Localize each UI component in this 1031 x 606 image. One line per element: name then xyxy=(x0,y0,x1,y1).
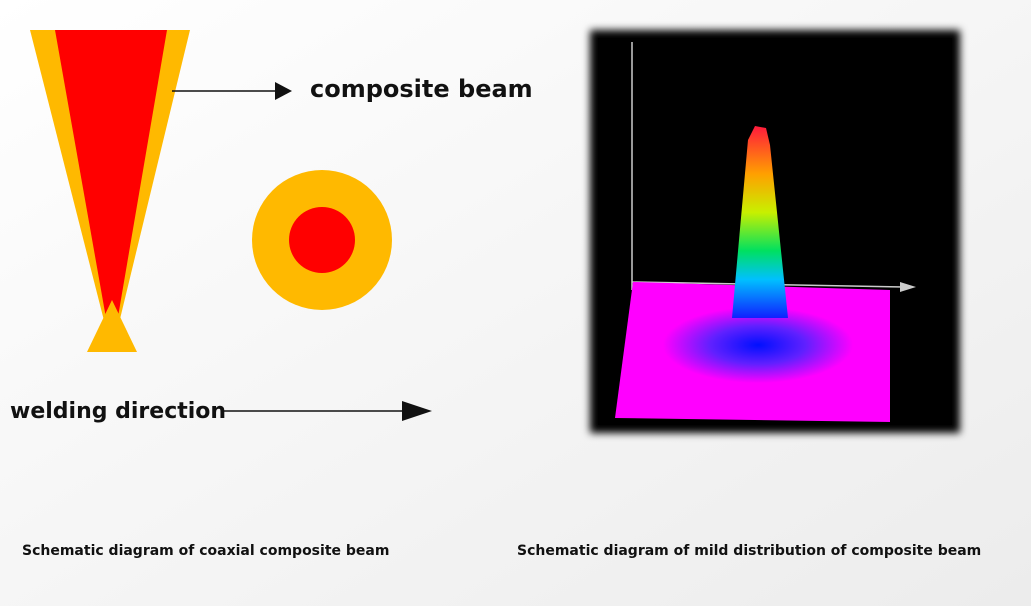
axis-head xyxy=(900,282,916,292)
pool xyxy=(663,307,853,383)
beam-label: composite beam xyxy=(310,75,533,103)
inner-beam xyxy=(55,30,167,352)
caption: Schematic diagram of mild distribution o… xyxy=(517,543,981,559)
arrow-head xyxy=(275,82,292,100)
inner-spot xyxy=(289,207,355,273)
beam-tip xyxy=(87,300,137,352)
arrow-head xyxy=(402,401,432,421)
direction-label: welding direction xyxy=(10,399,226,424)
caption: Schematic diagram of coaxial composite b… xyxy=(22,543,389,559)
peak xyxy=(732,126,788,318)
